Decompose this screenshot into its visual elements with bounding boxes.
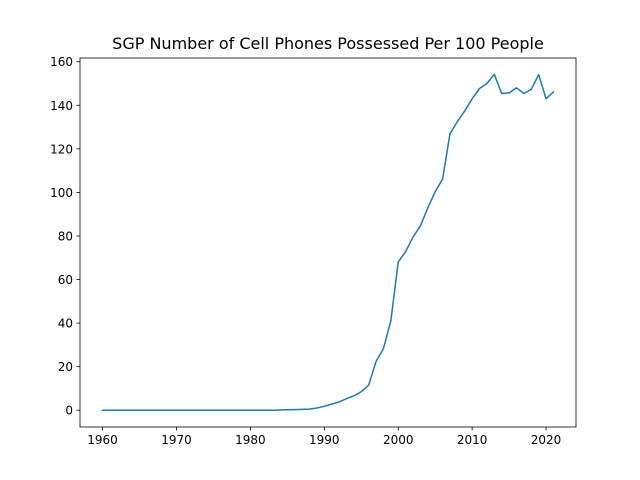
y-tick-label: 80 — [58, 229, 73, 243]
x-tick-label: 1980 — [235, 433, 266, 447]
axes-frame — [79, 57, 577, 428]
y-tick-label: 60 — [58, 273, 73, 287]
x-tick-label: 2000 — [383, 433, 414, 447]
x-tick-label: 1970 — [161, 433, 192, 447]
y-tick-label: 40 — [58, 317, 73, 331]
series-line-0 — [101, 73, 555, 411]
y-tick-label: 120 — [50, 142, 73, 156]
plot-area: 1960 1970 1980 1990 2000 2010 2020 0 20 40 60 80 100… — [50, 55, 577, 447]
y-tick-label: 20 — [58, 360, 73, 374]
x-tick-label: 1990 — [309, 433, 340, 447]
y-tick-label: 160 — [50, 55, 73, 69]
x-tick-label: 2010 — [457, 433, 488, 447]
y-tick-label: 100 — [50, 186, 73, 200]
x-tick-label: 2020 — [531, 433, 562, 447]
x-tick-label: 1960 — [87, 433, 118, 447]
y-tick-label: 0 — [65, 404, 73, 418]
y-tick-label: 140 — [50, 99, 73, 113]
chart-title: SGP Number of Cell Phones Possessed Per … — [112, 34, 544, 53]
